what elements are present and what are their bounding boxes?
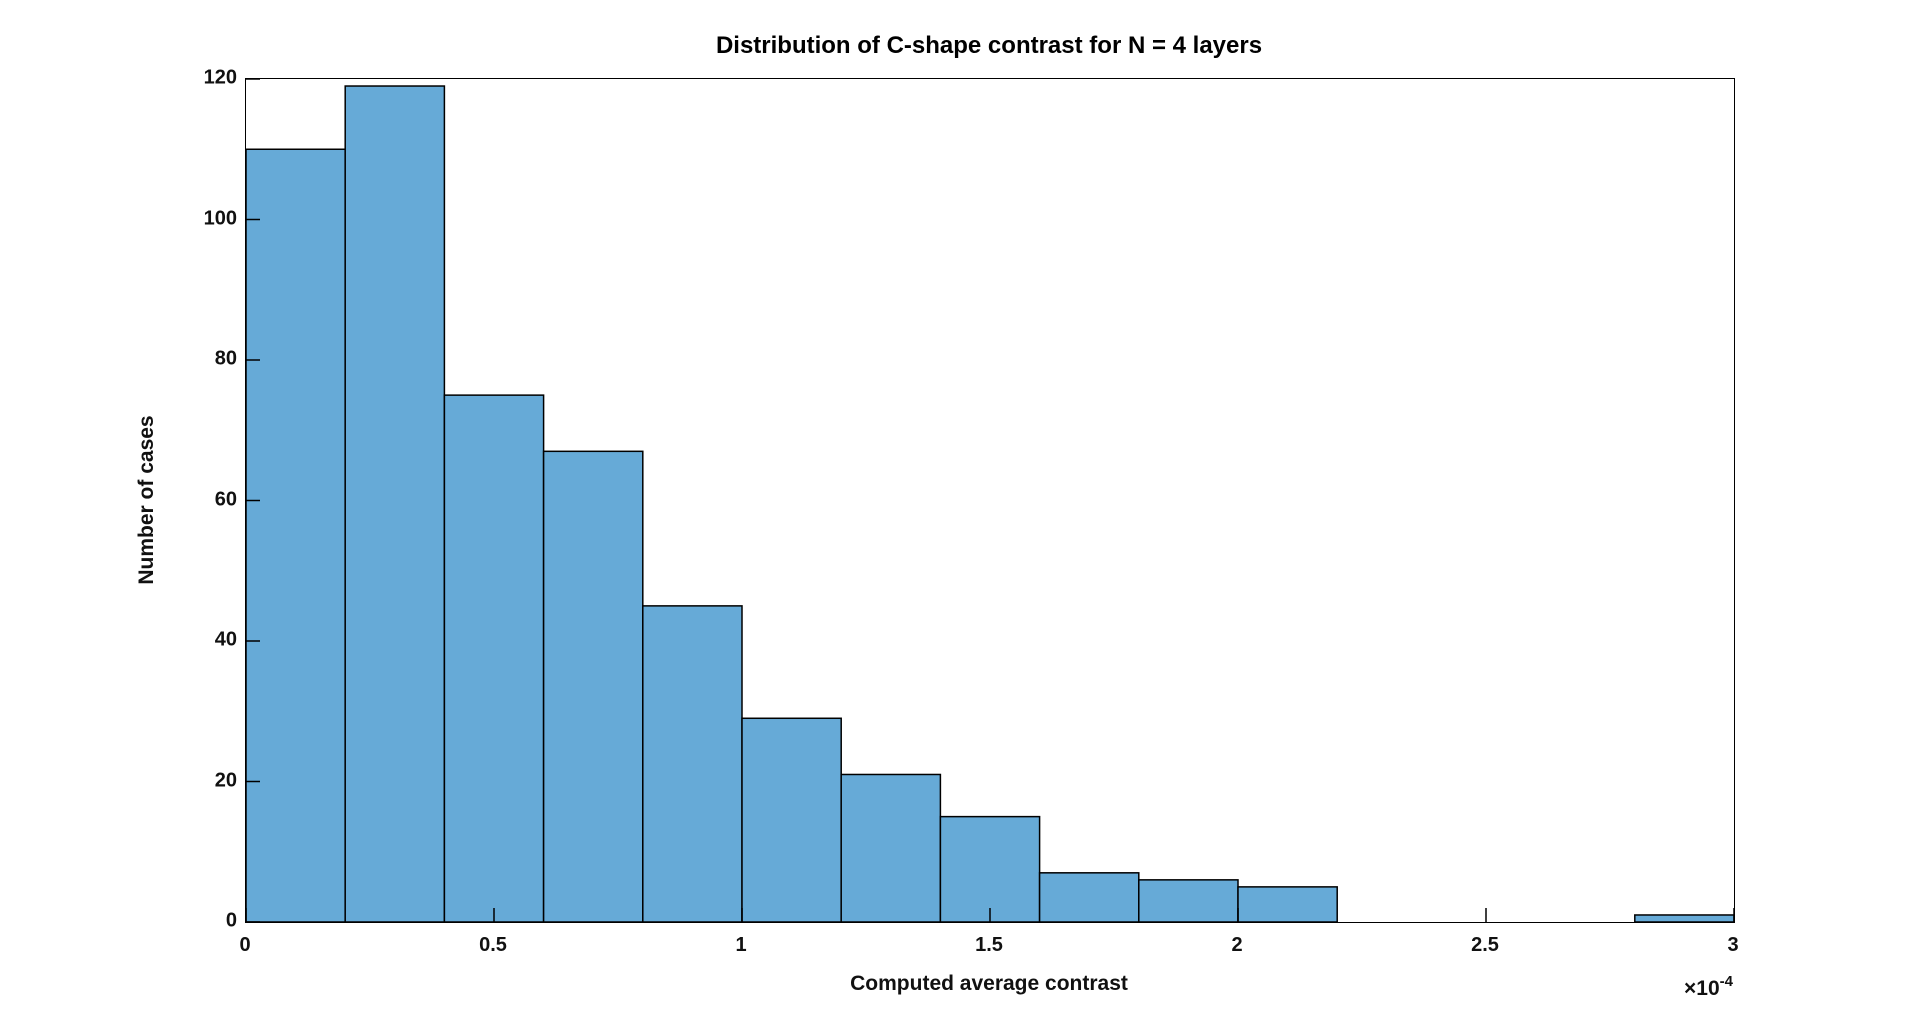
y-tick-label: 0 <box>225 909 237 932</box>
histogram-bar <box>741 717 842 922</box>
y-axis-label: Number of cases <box>135 415 158 585</box>
x-tick-label: 1.5 <box>975 934 1003 956</box>
histogram-bar <box>642 605 743 922</box>
histogram-bar <box>1237 886 1338 922</box>
histogram-bar <box>542 450 644 922</box>
histogram-bar <box>246 148 346 922</box>
histogram-bar <box>1038 872 1140 922</box>
y-tick-label: 80 <box>214 347 237 370</box>
y-tick-label: 60 <box>214 488 237 510</box>
plot-canvas <box>246 79 1734 922</box>
y-tick-label: 40 <box>214 628 237 651</box>
histogram-bar <box>840 773 942 922</box>
multiplier-base: ×10 <box>1684 977 1720 1000</box>
multiplier-exponent: -4 <box>1719 973 1733 990</box>
plot-area <box>245 78 1735 923</box>
x-axis-multiplier: ×10-4 <box>1684 973 1733 1001</box>
y-tick-label: 120 <box>203 66 237 89</box>
x-tick-label: 1 <box>735 934 747 956</box>
x-axis-label: Computed average contrast <box>850 972 1128 995</box>
histogram-bar <box>1634 914 1734 922</box>
chart-title: Distribution of C-shape contrast for N =… <box>715 32 1263 59</box>
x-tick-label: 2 <box>1231 934 1243 956</box>
x-tick-label: 3 <box>1727 934 1739 956</box>
histogram-bar <box>443 394 545 922</box>
x-tick-label: 0 <box>239 934 251 956</box>
y-tick-label: 20 <box>214 769 237 791</box>
x-tick-label: 0.5 <box>479 934 507 956</box>
x-tick-label: 2.5 <box>1471 934 1499 956</box>
histogram-bar <box>1138 879 1239 922</box>
y-tick-label: 100 <box>203 207 237 229</box>
histogram-bar <box>939 815 1041 922</box>
histogram-bar <box>344 85 446 922</box>
